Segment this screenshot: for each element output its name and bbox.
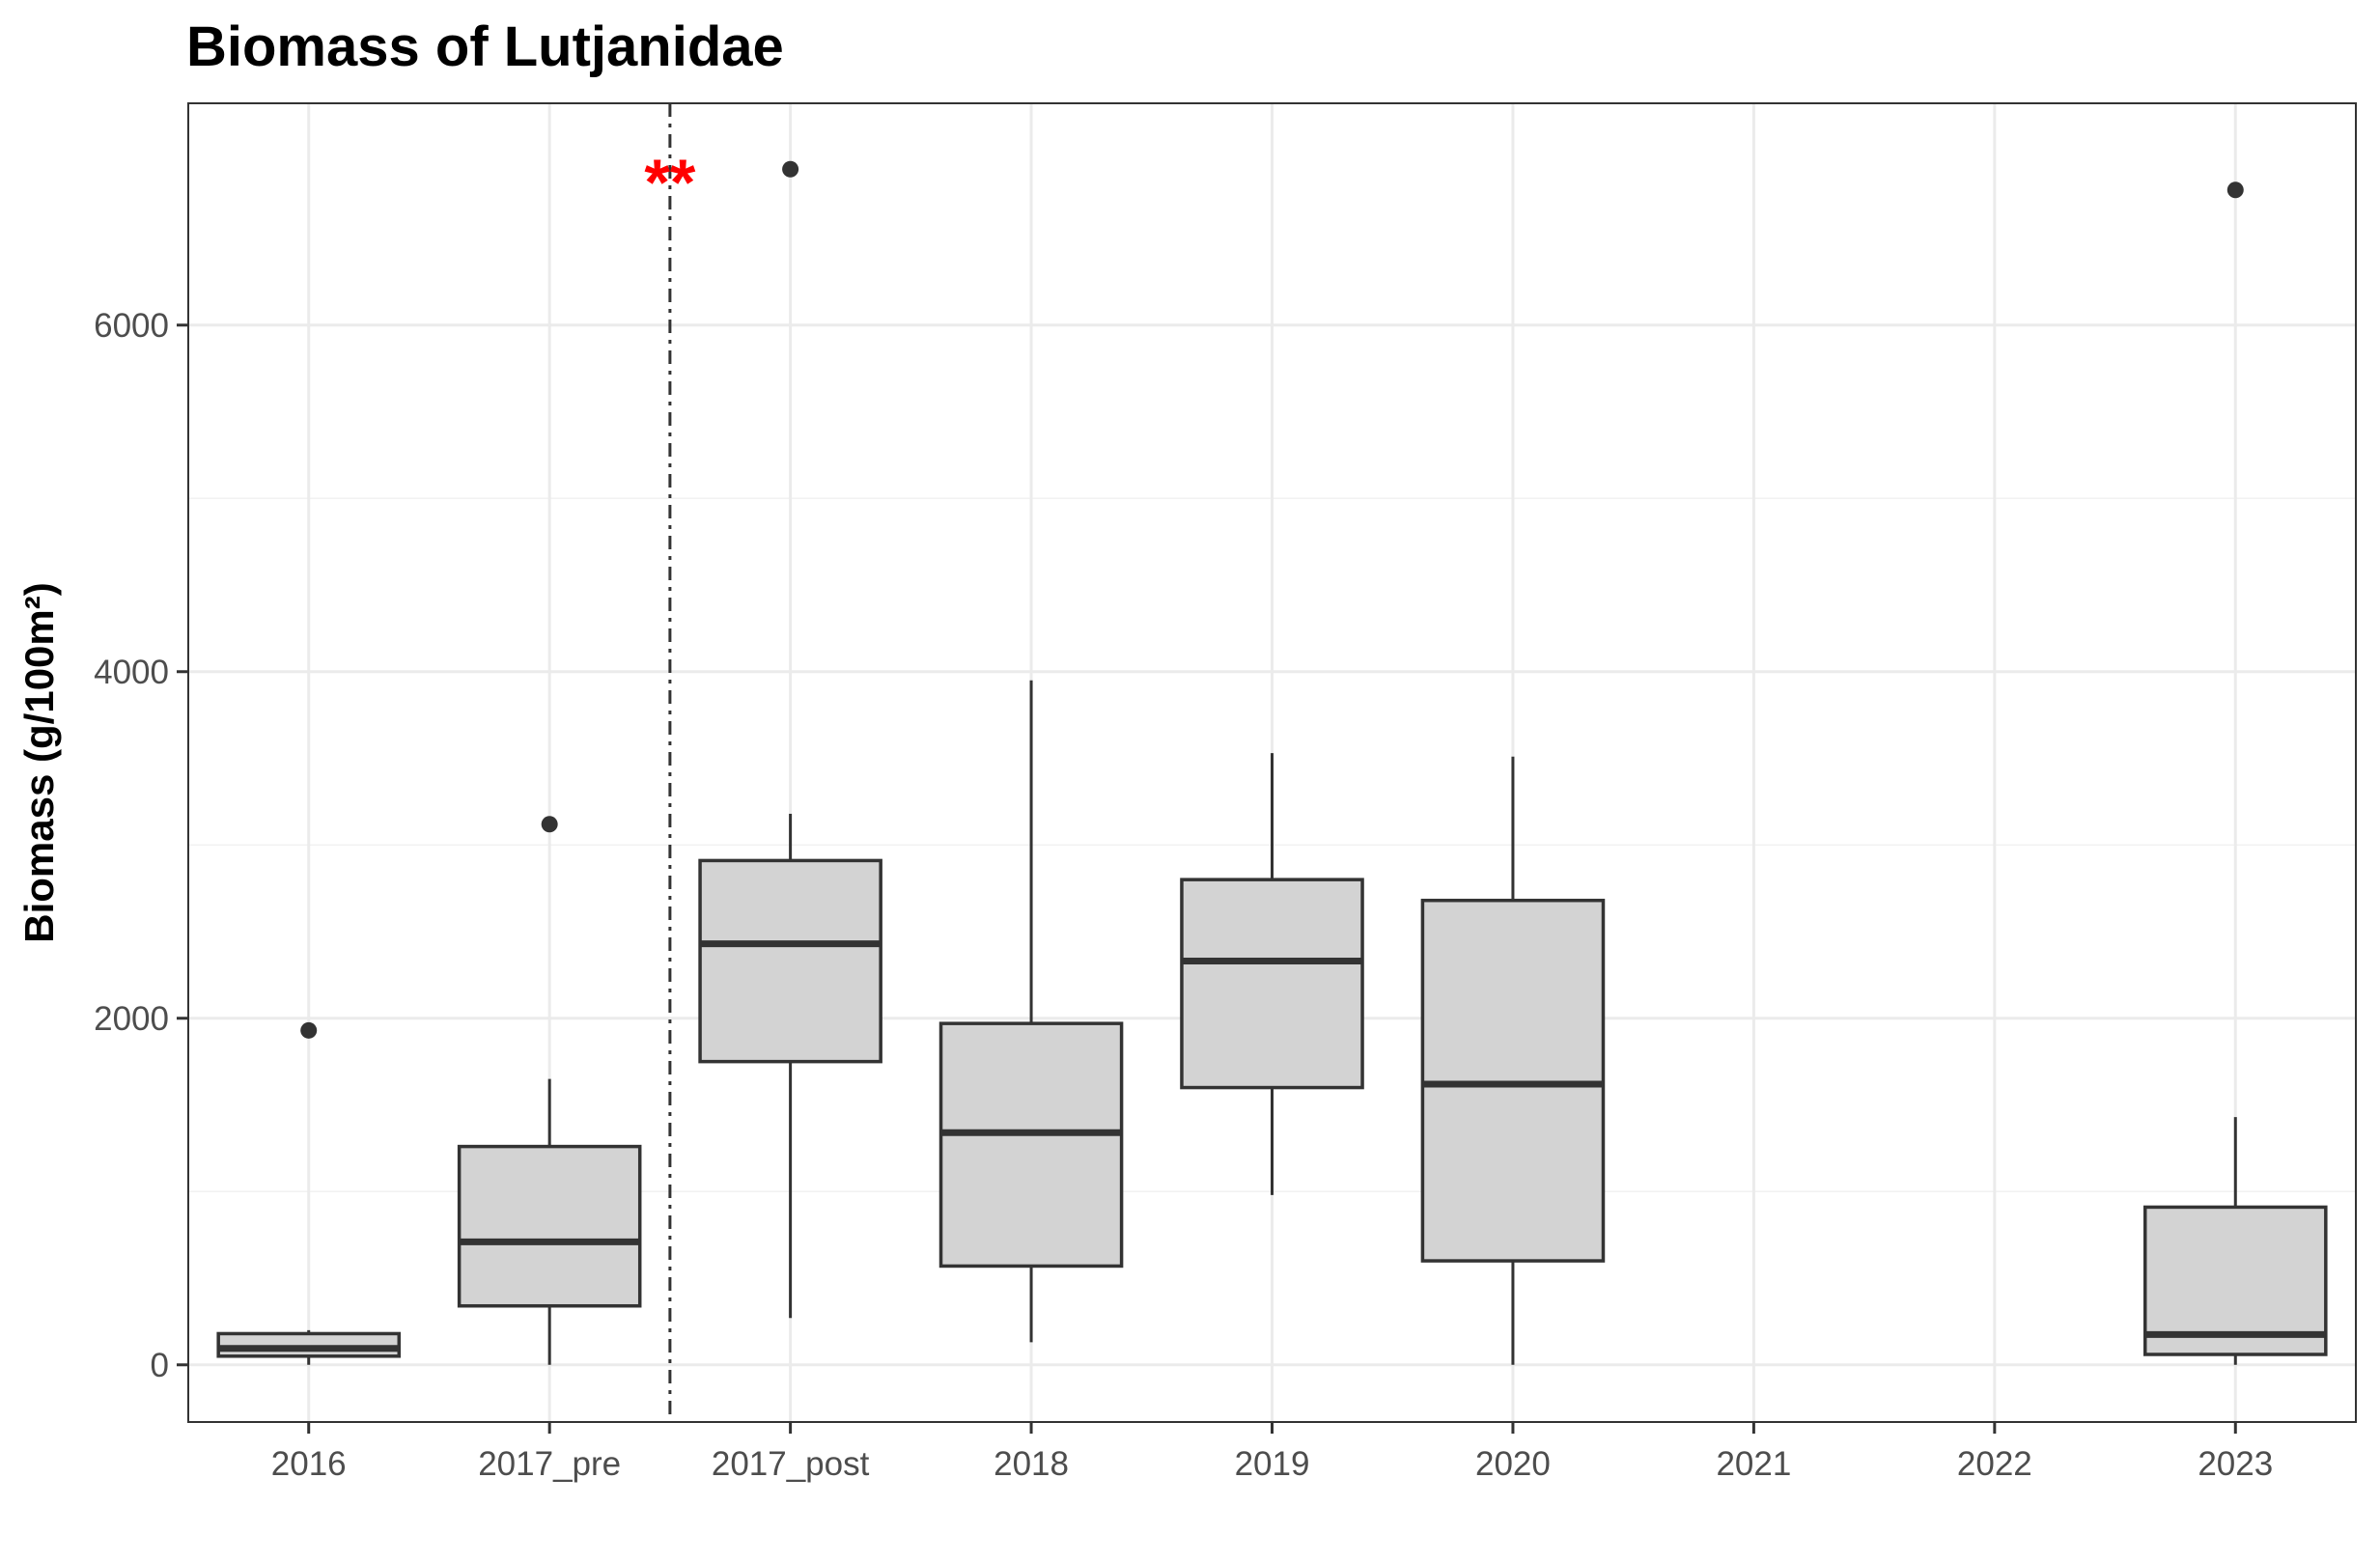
- outlier-point: [782, 160, 799, 178]
- x-tick-label: 2017_post: [712, 1445, 870, 1483]
- box-2018: [938, 680, 1124, 1343]
- y-tick-label: 4000: [94, 654, 169, 691]
- iqr-box: [1420, 898, 1606, 1263]
- x-tick-label: 2023: [2198, 1445, 2273, 1483]
- outlier-point: [2226, 181, 2244, 199]
- x-tick-label: 2017_pre: [478, 1445, 621, 1483]
- reference-line-group: **: [644, 103, 696, 1422]
- outlier-point: [541, 816, 558, 833]
- boxplots: [216, 160, 2328, 1365]
- x-tick-label: 2018: [994, 1445, 1069, 1483]
- chart-title: Biomass of Lutjanidae: [186, 15, 784, 78]
- iqr-box: [1180, 878, 1364, 1090]
- x-tick-label: 2021: [1716, 1445, 1791, 1483]
- x-tick-label: 2019: [1235, 1445, 1310, 1483]
- iqr-box: [938, 1021, 1124, 1269]
- box-2019: [1180, 753, 1364, 1195]
- box-2017_post: [698, 160, 882, 1319]
- box-2020: [1420, 756, 1606, 1365]
- significance-marker: **: [644, 146, 695, 219]
- x-tick-label: 2022: [1957, 1445, 2032, 1483]
- outlier-point: [300, 1021, 318, 1039]
- y-axis-title: Biomass (g/100m²): [16, 582, 62, 942]
- y-tick-label: 2000: [94, 1000, 169, 1038]
- box-2023: [2142, 181, 2328, 1365]
- iqr-box: [216, 1331, 402, 1358]
- x-tick-label: 2016: [271, 1445, 347, 1483]
- y-tick-label: 6000: [94, 307, 169, 345]
- iqr-box: [698, 858, 882, 1064]
- box-2016: [216, 1021, 402, 1365]
- x-tick-label: 2020: [1475, 1445, 1551, 1483]
- iqr-box: [457, 1144, 642, 1308]
- box-2017_pre: [457, 816, 642, 1365]
- axes: 0 2000 4000 6000 2016 2017_pre 2017_post 2018 20…: [94, 307, 2273, 1483]
- iqr-box: [2142, 1205, 2328, 1356]
- y-tick-label: 0: [151, 1347, 169, 1384]
